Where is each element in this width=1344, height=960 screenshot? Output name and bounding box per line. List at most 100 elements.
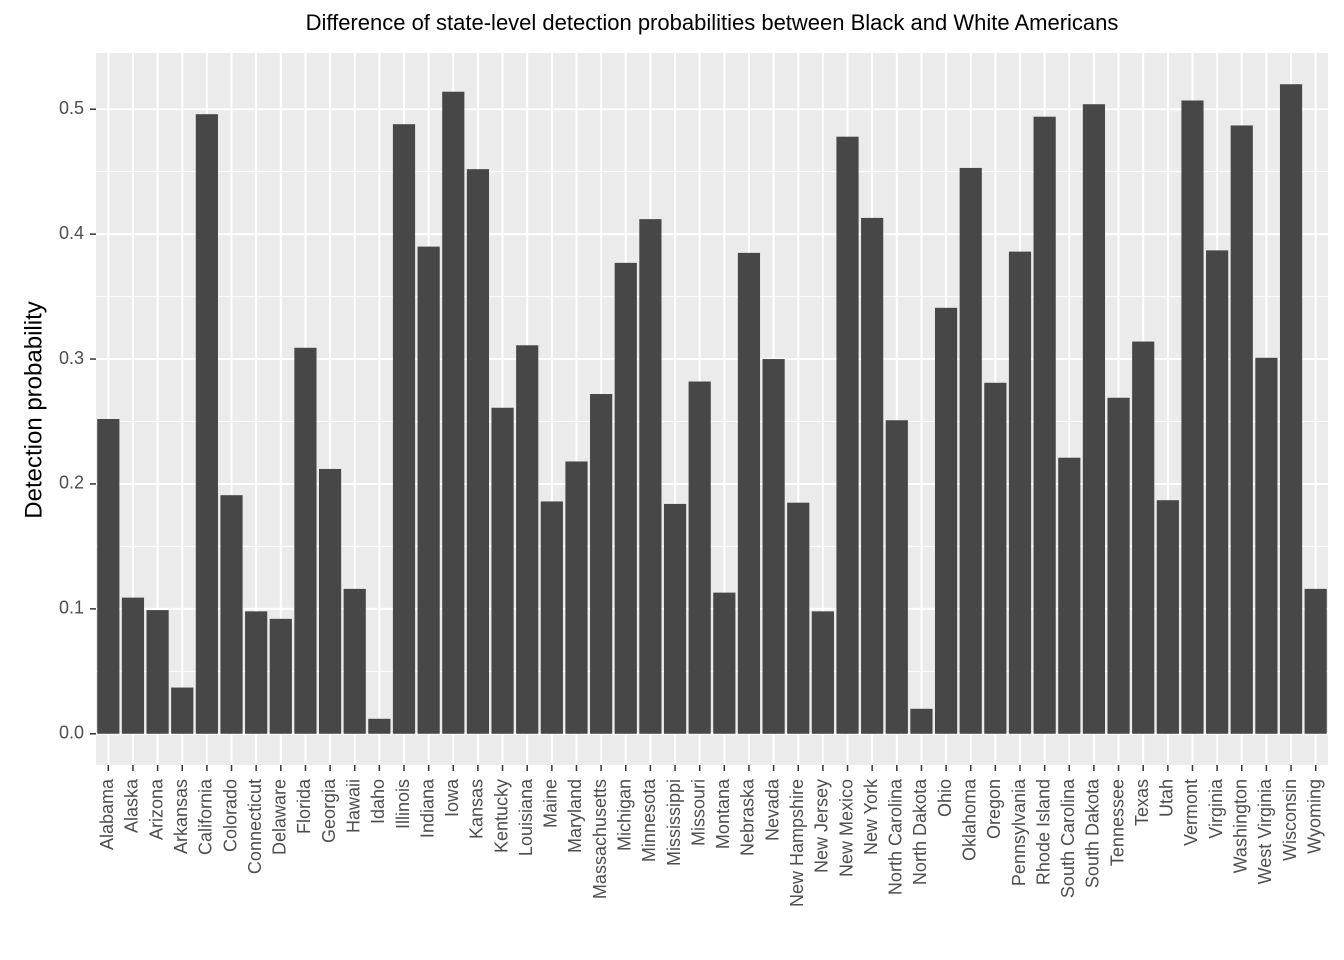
chart-title: Difference of state-level detection prob… bbox=[305, 10, 1119, 35]
bar-north-dakota bbox=[910, 708, 933, 734]
bar-new-mexico bbox=[836, 136, 859, 734]
bar-mississippi bbox=[663, 503, 687, 734]
x-tick-label: Arkansas bbox=[171, 779, 191, 854]
bar-illinois bbox=[392, 124, 416, 734]
bar-pennsylvania bbox=[1008, 251, 1032, 734]
x-tick-label: South Dakota bbox=[1083, 778, 1103, 888]
y-tick-label: 0.4 bbox=[59, 223, 84, 243]
x-tick-label: Georgia bbox=[319, 778, 339, 843]
x-tick-label: Maine bbox=[541, 779, 561, 828]
x-tick-label: Michigan bbox=[615, 779, 635, 851]
bar-arizona bbox=[146, 610, 169, 734]
x-tick-label: Hawaii bbox=[343, 779, 363, 833]
x-tick-label: Oregon bbox=[984, 779, 1004, 839]
x-tick-label: Pennsylvania bbox=[1009, 778, 1029, 886]
bar-tennessee bbox=[1107, 397, 1130, 734]
bar-oklahoma bbox=[959, 167, 982, 734]
x-tick-label: Kansas bbox=[467, 779, 487, 839]
x-tick-label: Tennessee bbox=[1107, 779, 1127, 866]
x-tick-label: Delaware bbox=[270, 779, 290, 855]
bar-vermont bbox=[1181, 100, 1204, 734]
bar-wyoming bbox=[1304, 588, 1327, 734]
x-tick-label: Montana bbox=[713, 778, 733, 849]
y-tick-label: 0.3 bbox=[59, 348, 84, 368]
x-tick-label: Connecticut bbox=[245, 779, 265, 874]
x-tick-label: Arizona bbox=[146, 778, 166, 840]
bar-rhode-island bbox=[1033, 116, 1056, 734]
bar-michigan bbox=[614, 262, 637, 734]
x-tick-label: New Hampshire bbox=[787, 779, 807, 907]
bar-arkansas bbox=[171, 687, 194, 734]
bar-maryland bbox=[565, 461, 588, 734]
x-tick-label: New Jersey bbox=[812, 779, 832, 873]
x-tick-label: New York bbox=[861, 778, 881, 855]
y-axis-title: Detection probability bbox=[20, 301, 47, 518]
x-tick-label: California bbox=[196, 778, 216, 855]
x-tick-label: New Mexico bbox=[836, 779, 856, 877]
bar-washington bbox=[1230, 125, 1253, 734]
bar-ohio bbox=[934, 307, 958, 734]
y-tick-label: 0.1 bbox=[59, 598, 84, 618]
x-tick-label: Wisconsin bbox=[1280, 779, 1300, 861]
y-axis: 0.0 0.1 0.2 0.3 0.4 0.5 bbox=[59, 98, 96, 743]
bar-new-york bbox=[861, 217, 884, 734]
bar-montana bbox=[713, 592, 736, 734]
bar-indiana bbox=[417, 246, 440, 734]
x-tick-label: Utah bbox=[1157, 779, 1177, 817]
bar-oregon bbox=[984, 382, 1007, 734]
bar-hawaii bbox=[343, 588, 366, 734]
bar-nebraska bbox=[737, 252, 761, 734]
x-tick-label: South Carolina bbox=[1058, 778, 1078, 898]
y-tick-label: 0.5 bbox=[59, 98, 84, 118]
bar-south-carolina bbox=[1058, 457, 1081, 734]
y-tick-label: 0.2 bbox=[59, 473, 84, 493]
bar-utah bbox=[1156, 500, 1179, 734]
x-tick-label: Indiana bbox=[417, 778, 437, 838]
bar-california bbox=[195, 114, 218, 734]
x-tick-label: North Dakota bbox=[910, 778, 930, 885]
bar-florida bbox=[294, 347, 317, 734]
bar-georgia bbox=[318, 468, 342, 734]
bar-texas bbox=[1132, 341, 1155, 734]
x-tick-label: Wyoming bbox=[1304, 779, 1324, 854]
bar-kentucky bbox=[491, 407, 514, 734]
x-tick-label: Mississippi bbox=[664, 779, 684, 866]
bar-missouri bbox=[688, 381, 711, 734]
bar-nevada bbox=[762, 359, 785, 734]
x-tick-label: Colorado bbox=[220, 779, 240, 852]
bar-alaska bbox=[121, 597, 145, 734]
x-tick-label: Alaska bbox=[122, 778, 142, 833]
bar-minnesota bbox=[639, 219, 662, 734]
x-tick-label: Kentucky bbox=[491, 779, 511, 853]
x-tick-label: Nebraska bbox=[738, 778, 758, 856]
x-tick-label: Nevada bbox=[762, 778, 782, 841]
x-tick-label: West Virginia bbox=[1255, 778, 1275, 884]
bar-colorado bbox=[220, 495, 243, 734]
x-tick-label: Rhode Island bbox=[1033, 779, 1053, 885]
x-tick-label: Louisiana bbox=[516, 778, 536, 856]
bar-wisconsin bbox=[1279, 84, 1303, 734]
bar-delaware bbox=[269, 618, 292, 734]
y-tick-label: 0.0 bbox=[59, 723, 84, 743]
bar-virginia bbox=[1206, 250, 1229, 734]
x-tick-label: Ohio bbox=[935, 779, 955, 817]
x-tick-label: Minnesota bbox=[639, 778, 659, 862]
x-axis: Alabama Alaska Arizona Arkansas California Co… bbox=[97, 765, 1324, 907]
bar-north-carolina bbox=[885, 420, 908, 734]
bar-new-hampshire bbox=[787, 502, 810, 734]
bar-south-dakota bbox=[1082, 104, 1106, 734]
x-tick-label: Idaho bbox=[368, 779, 388, 824]
x-tick-label: Maryland bbox=[565, 779, 585, 853]
bar-kansas bbox=[466, 169, 490, 734]
bar-idaho bbox=[368, 718, 391, 734]
bar-louisiana bbox=[516, 345, 539, 734]
x-tick-label: Massachusetts bbox=[590, 779, 610, 899]
x-tick-label: Missouri bbox=[688, 779, 708, 846]
x-tick-label: Oklahoma bbox=[959, 778, 979, 861]
bar-west-virginia bbox=[1255, 357, 1278, 734]
x-tick-label: Texas bbox=[1132, 779, 1152, 826]
bars bbox=[97, 84, 1327, 734]
bar-new-jersey bbox=[811, 611, 834, 734]
x-tick-label: Illinois bbox=[393, 779, 413, 829]
